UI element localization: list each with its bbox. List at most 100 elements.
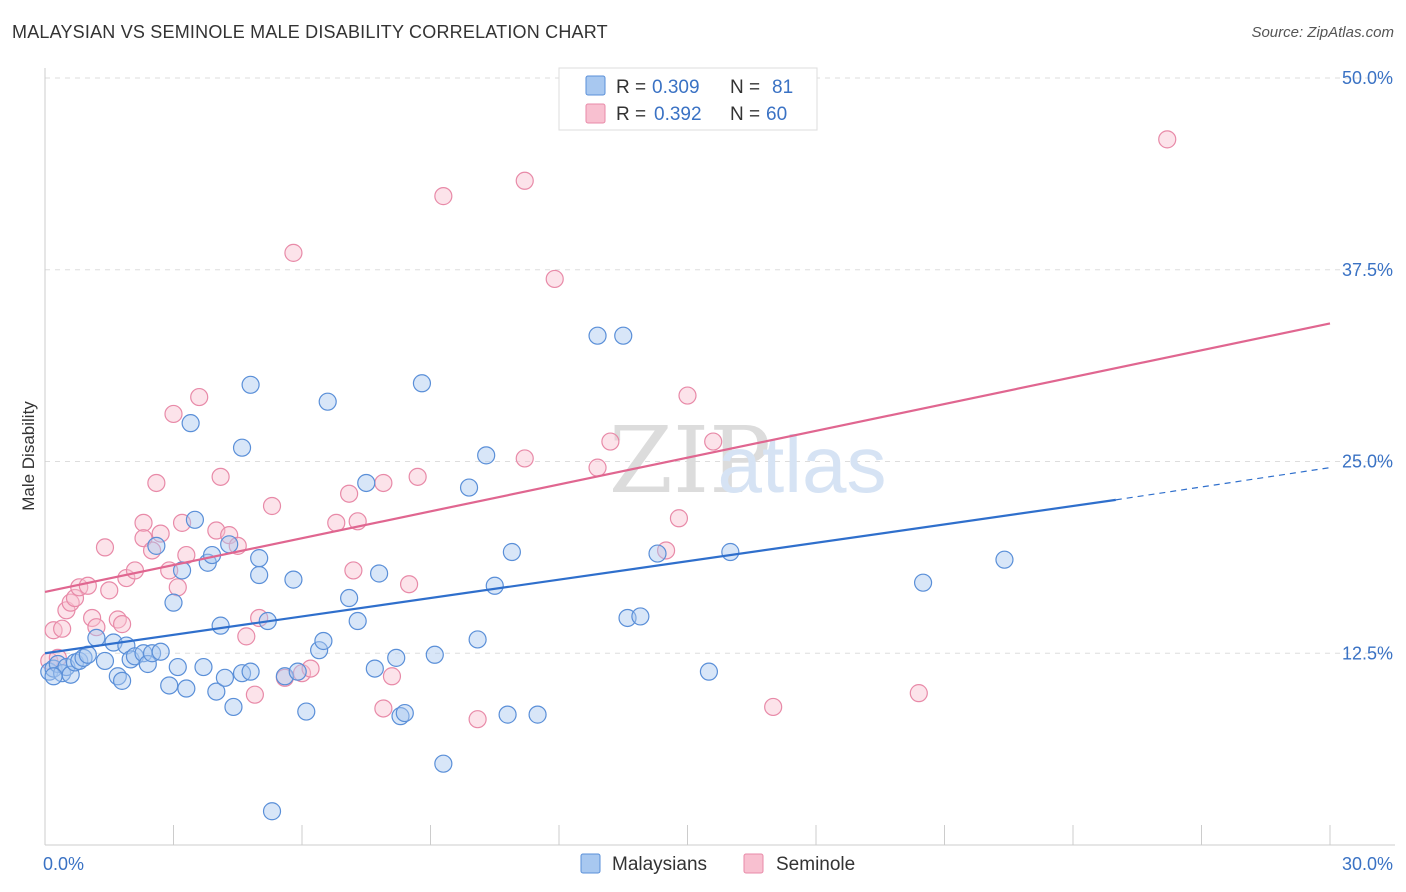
x-tick-label: 30.0% (1342, 854, 1393, 874)
seminole-point (374, 699, 393, 718)
source-label: Source: ZipAtlas.com (1251, 24, 1394, 41)
seminole-point (669, 509, 689, 528)
grid (45, 77, 1395, 654)
seminole-point (237, 627, 256, 646)
malaysian-point (588, 326, 607, 345)
malaysian-point (459, 478, 479, 497)
malaysian-point (151, 642, 170, 661)
seminole-point (434, 187, 453, 206)
malaysian-point (485, 576, 504, 595)
malaysian-point (370, 564, 389, 583)
malaysian-point (160, 676, 179, 695)
malaysian-point (250, 549, 269, 568)
malaysian-point (434, 754, 453, 773)
malaysian-trend-line-extension (1115, 467, 1331, 501)
bottom-legend-label: Malaysians (612, 854, 707, 875)
top-legend: R = 0.309 N = 81 R = 0.392 N = 60 (558, 67, 818, 131)
malaysian-point (995, 550, 1014, 569)
malaysian-point (648, 544, 667, 563)
seminole-point (262, 496, 282, 516)
y-tick-label: 37.5% (1342, 260, 1393, 280)
malaysian-point (168, 657, 187, 677)
malaysian-point (147, 536, 166, 555)
seminole-point (704, 432, 723, 451)
malaysian-point (477, 446, 496, 465)
seminole-point (168, 578, 187, 597)
malaysian-point (172, 561, 192, 580)
y-axis-label: Male Disability (19, 401, 38, 511)
malaysian-point (185, 510, 205, 529)
seminole-point (515, 449, 534, 468)
seminole-point (399, 575, 419, 594)
malaysian-point (284, 570, 303, 589)
bottom-legend-label: Seminole (776, 854, 855, 875)
malaysian-point (95, 651, 115, 671)
y-tick-label: 50.0% (1342, 68, 1393, 88)
seminole-point (245, 685, 264, 704)
malaysian-trend-line (44, 498, 1116, 655)
seminole-point (95, 538, 115, 557)
bottom-legend: Malaysians Seminole (580, 853, 855, 875)
malaysian-point (310, 641, 329, 660)
y-tick-label: 12.5% (1342, 643, 1393, 663)
malaysian-point (412, 374, 432, 393)
malaysian-point (215, 668, 234, 687)
malaysian-point (614, 326, 633, 345)
malaysian-point (395, 703, 414, 723)
seminole-point (53, 619, 72, 638)
malaysian-point (288, 662, 307, 681)
malaysian-point (468, 630, 487, 649)
seminole-point (515, 171, 534, 190)
malaysian-point (348, 611, 367, 631)
malaysian-point (913, 573, 933, 592)
seminole-point (408, 467, 427, 486)
seminole-point (284, 243, 303, 262)
seminole-point (909, 684, 928, 703)
seminole-point (374, 473, 393, 493)
malaysian-point (498, 705, 517, 724)
malaysian-point (502, 542, 521, 562)
malaysian-point (297, 702, 316, 721)
malaysian-point (181, 414, 200, 433)
malaysian-point (365, 659, 384, 678)
seminole-point (112, 615, 132, 634)
malaysian-point (164, 593, 183, 612)
malaysian-point (220, 535, 239, 554)
malaysian-point (87, 628, 106, 648)
malaysian-point (387, 648, 406, 667)
seminole-point (382, 667, 402, 686)
seminole-point (601, 432, 620, 451)
chart-title: MALAYSIAN VS SEMINOLE MALE DISABILITY CO… (12, 22, 608, 42)
malaysian-point (112, 671, 132, 690)
malaysian-point (318, 392, 337, 411)
seminole-point (468, 710, 487, 729)
legend-r-label: R = (616, 104, 646, 125)
legend-n-label: N = (730, 77, 760, 98)
seminole-point (78, 576, 97, 595)
malaysian-point (314, 631, 333, 651)
malaysian-point (262, 802, 282, 821)
malaysian-point (232, 438, 252, 457)
legend-n-value: 81 (772, 77, 793, 98)
malaysian-point (721, 542, 740, 562)
malaysian-point (250, 565, 269, 585)
legend-swatch-seminole (585, 103, 606, 124)
legend-n-label: N = (730, 104, 760, 125)
malaysian-point (207, 682, 226, 701)
legend-r-label: R = (616, 77, 646, 98)
malaysian-point (241, 662, 260, 681)
legend-r-value: 0.392 (654, 104, 702, 125)
legend-n-value: 60 (766, 104, 787, 125)
seminole-point (340, 484, 359, 503)
x-tick-labels: 0.0% 30.0% (43, 854, 1393, 874)
bottom-legend-swatch-malaysian (580, 853, 601, 874)
malaysian-point (224, 697, 243, 717)
malaysian-point (44, 667, 63, 686)
seminole-point (83, 608, 102, 628)
seminole-point (211, 467, 230, 486)
seminole-point (164, 404, 183, 424)
legend-swatch-malaysian (585, 75, 606, 96)
y-tick-labels: 12.5% 25.0% 37.5% 50.0% (1342, 68, 1393, 663)
seminole-point (588, 458, 607, 477)
